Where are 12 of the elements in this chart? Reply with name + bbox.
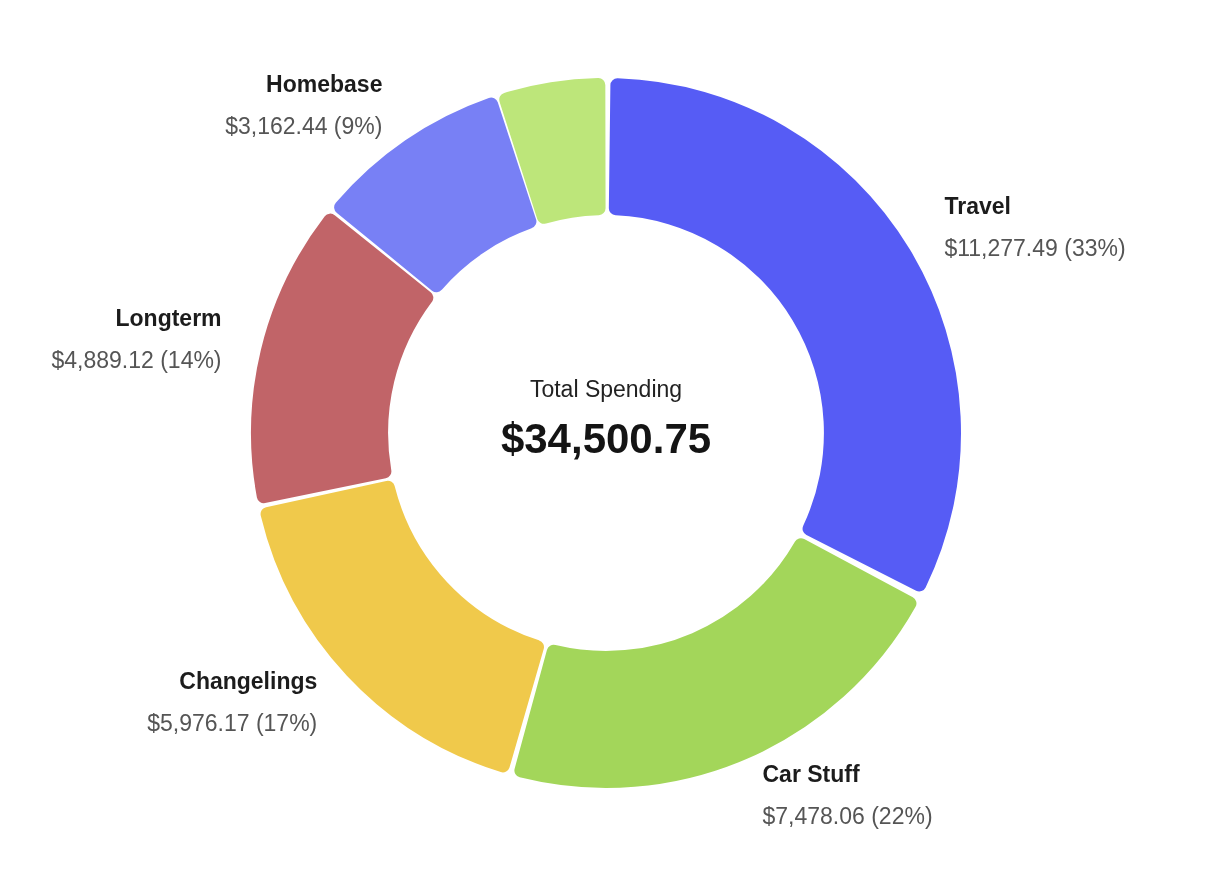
slice-label: Changelings [179,667,318,694]
slice-label: Car Stuff [762,760,860,787]
data-label: $5,976.17 (17%) [147,709,318,736]
text: $34,500.75 [500,414,712,462]
data-label: $11,277.49 (33%) [944,234,1126,261]
slice-label: Homebase [266,71,383,98]
text: Total Spending [529,376,683,403]
slice-label: Travel [944,192,1011,219]
data-label: $7,478.06 (22%) [762,802,933,829]
data-label: $3,162.44 (9%) [225,113,383,140]
data-label: $4,889.12 (14%) [51,346,222,373]
slice-label: Longterm [115,304,222,331]
